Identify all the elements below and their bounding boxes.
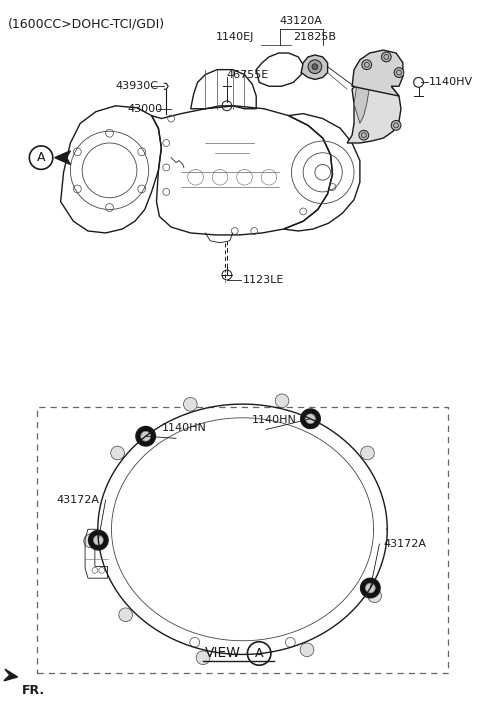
Circle shape	[382, 52, 391, 62]
Text: 43930C: 43930C	[115, 82, 158, 91]
Text: 1140HN: 1140HN	[161, 424, 206, 433]
Circle shape	[394, 68, 404, 77]
Circle shape	[306, 414, 315, 424]
Circle shape	[360, 578, 380, 598]
Circle shape	[359, 130, 369, 140]
Text: (1600CC>DOHC-TCI/GDI): (1600CC>DOHC-TCI/GDI)	[8, 17, 165, 31]
Text: FR.: FR.	[22, 684, 45, 697]
Circle shape	[119, 608, 132, 622]
Circle shape	[89, 531, 108, 550]
Circle shape	[312, 64, 318, 70]
Text: 1123LE: 1123LE	[242, 275, 284, 285]
Circle shape	[94, 535, 103, 545]
Circle shape	[308, 60, 322, 74]
Polygon shape	[4, 669, 18, 681]
Circle shape	[391, 121, 401, 130]
Text: A: A	[255, 647, 264, 660]
Bar	[37, 407, 448, 673]
Polygon shape	[55, 151, 71, 165]
Polygon shape	[352, 50, 403, 96]
Circle shape	[111, 446, 124, 460]
Polygon shape	[301, 55, 328, 79]
Circle shape	[183, 397, 197, 411]
Text: 43172A: 43172A	[57, 495, 100, 505]
Circle shape	[300, 643, 314, 657]
Text: 46755E: 46755E	[227, 70, 269, 79]
Text: 1140EJ: 1140EJ	[216, 32, 254, 42]
Circle shape	[362, 60, 372, 70]
Circle shape	[136, 427, 156, 446]
Circle shape	[360, 446, 374, 460]
Text: 1140HN: 1140HN	[252, 415, 297, 424]
Text: VIEW: VIEW	[205, 646, 241, 660]
Circle shape	[300, 409, 320, 429]
Circle shape	[365, 583, 375, 593]
Circle shape	[84, 534, 97, 547]
Text: 43120A: 43120A	[280, 15, 323, 25]
Text: 43000: 43000	[127, 104, 162, 114]
Circle shape	[368, 589, 382, 603]
Circle shape	[196, 651, 210, 665]
Circle shape	[275, 394, 289, 408]
Text: 1140HV: 1140HV	[428, 77, 472, 87]
Text: 43172A: 43172A	[384, 539, 426, 549]
Text: A: A	[37, 151, 45, 164]
Polygon shape	[354, 82, 370, 124]
Text: 21825B: 21825B	[293, 32, 336, 42]
Circle shape	[141, 432, 151, 441]
Polygon shape	[347, 82, 401, 143]
